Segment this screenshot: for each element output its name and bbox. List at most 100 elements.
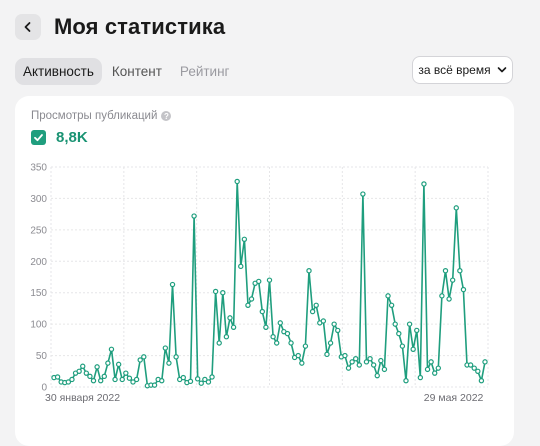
data-point: [126, 375, 133, 381]
data-point: [295, 352, 301, 359]
data-point: [130, 379, 136, 385]
data-point: [320, 318, 327, 324]
period-select[interactable]: за всё время: [412, 56, 513, 84]
metric-checkbox[interactable]: [31, 130, 46, 145]
data-point: [309, 308, 316, 315]
data-point: [432, 370, 438, 376]
y-tick-label: 150: [30, 288, 47, 299]
data-point: [194, 376, 201, 382]
data-point: [353, 356, 359, 362]
data-point: [453, 205, 459, 211]
data-point: [101, 373, 107, 380]
x-tick-label: 29 мая 2022: [424, 392, 484, 404]
data-point: [54, 374, 61, 380]
data-point: [299, 360, 305, 366]
question-icon[interactable]: ?: [161, 111, 172, 121]
data-point: [83, 370, 90, 376]
data-point: [69, 376, 75, 383]
stats-card: [15, 96, 514, 446]
data-point: [471, 365, 477, 371]
page-header: Моя статистика: [15, 14, 225, 40]
data-point: [277, 320, 283, 326]
data-point: [159, 378, 165, 384]
data-point: [424, 366, 431, 373]
data-point: [230, 324, 237, 330]
metric-label: Просмотры публикаций ?: [31, 110, 172, 122]
data-point: [385, 293, 391, 299]
data-point: [212, 288, 219, 295]
data-point: [367, 356, 373, 362]
data-point: [115, 361, 122, 368]
data-point: [209, 374, 215, 380]
data-point: [166, 360, 172, 366]
data-point: [345, 365, 352, 371]
data-point: [187, 378, 194, 385]
data-point: [410, 346, 416, 352]
data-point: [475, 368, 481, 374]
data-point: [457, 268, 463, 274]
views-chart: 0 50 100 150 200 250 300 350 30 января 2022 29 ма…: [30, 163, 489, 404]
data-point: [238, 263, 244, 270]
data-point: [227, 315, 233, 321]
data-point: [360, 191, 366, 197]
data-point: [94, 364, 100, 370]
data-point: [202, 376, 208, 383]
y-tick-label: 50: [36, 351, 48, 362]
check-icon: [34, 134, 43, 142]
data-point: [198, 380, 204, 386]
data-point: [248, 296, 255, 302]
y-tick-label: 100: [30, 320, 47, 331]
data-point: [449, 277, 456, 283]
data-point: [396, 330, 402, 337]
data-point: [392, 321, 398, 327]
y-tick-label: 350: [30, 163, 47, 174]
chevron-down-icon: [497, 66, 507, 74]
y-tick-label: 200: [30, 257, 47, 268]
data-point: [169, 281, 176, 288]
data-point: [342, 352, 348, 359]
data-point: [421, 181, 427, 187]
data-point: [234, 178, 240, 185]
data-point: [241, 236, 248, 242]
data-point: [374, 372, 380, 379]
data-point: [256, 278, 262, 285]
data-point: [406, 321, 413, 327]
data-point: [460, 286, 467, 293]
data-point: [414, 327, 420, 334]
data-point: [370, 362, 377, 368]
metric-label-text: Просмотры публикаций: [31, 110, 158, 122]
data-point: [220, 290, 226, 296]
data-point: [80, 363, 86, 369]
data-point: [403, 378, 409, 384]
data-point: [327, 340, 334, 346]
data-point: [381, 366, 388, 373]
data-point: [349, 359, 355, 365]
data-point: [388, 302, 395, 308]
data-point: [467, 362, 474, 368]
data-point: [446, 296, 452, 302]
data-point: [306, 268, 312, 274]
data-point: [273, 340, 280, 346]
data-point: [399, 343, 406, 349]
data-point: [284, 330, 291, 337]
data-point: [223, 334, 230, 340]
data-point: [482, 359, 488, 365]
y-tick-label: 250: [30, 225, 47, 236]
tab-rating[interactable]: Рейтинг: [179, 64, 230, 79]
data-point: [417, 374, 424, 381]
data-point: [266, 277, 273, 283]
data-point: [141, 354, 147, 360]
data-point: [313, 302, 319, 308]
data-point: [356, 362, 362, 368]
data-point: [263, 324, 269, 330]
data-point: [259, 308, 266, 315]
tab-activity[interactable]: Активность: [15, 58, 102, 85]
data-point: [324, 351, 330, 358]
data-point: [162, 345, 169, 351]
back-button[interactable]: [15, 14, 41, 40]
tab-content[interactable]: Контент: [111, 64, 162, 79]
data-point: [137, 357, 143, 363]
data-point: [105, 360, 111, 366]
data-point: [90, 378, 97, 384]
y-tick-label: 300: [30, 194, 47, 205]
